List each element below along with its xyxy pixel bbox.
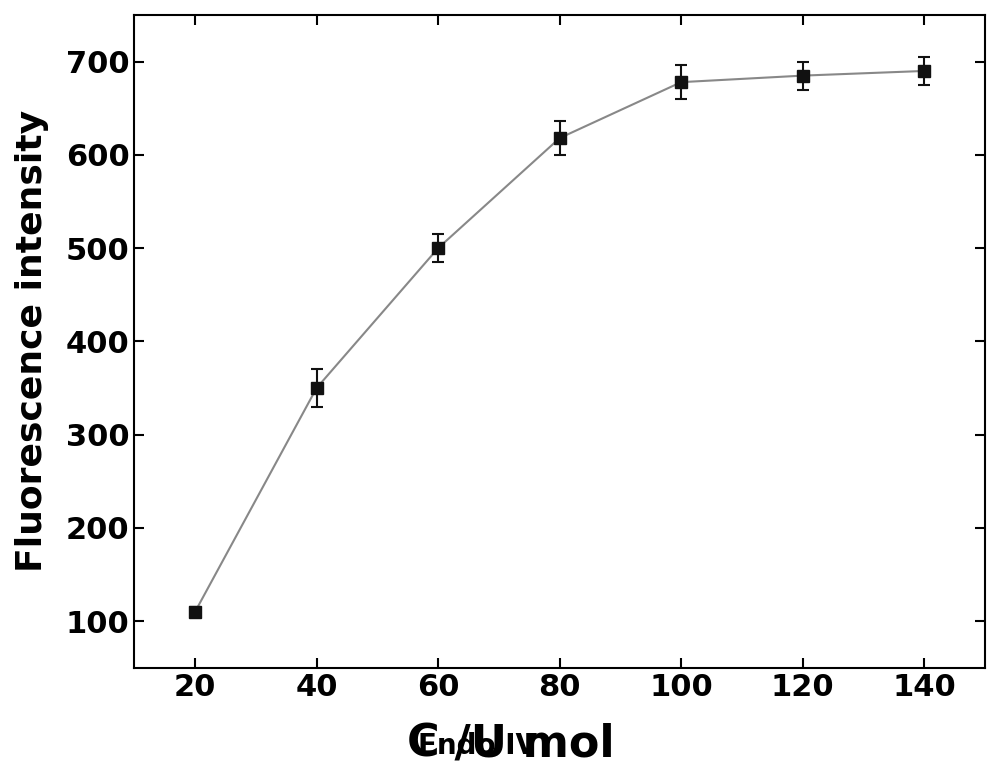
Text: Endo IV: Endo IV [418,732,537,760]
Y-axis label: Fluorescence intensity: Fluorescence intensity [15,111,49,573]
Text: /U mol: /U mol [439,722,615,765]
Text: C: C [407,722,439,765]
